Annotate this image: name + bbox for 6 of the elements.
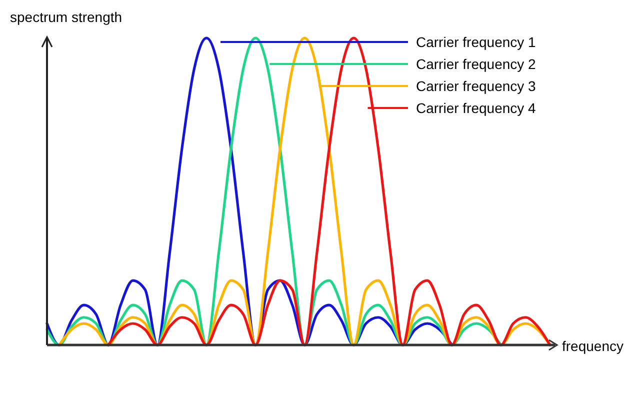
legend-label: Carrier frequency 1 [416,34,536,50]
legend-label: Carrier frequency 3 [416,78,536,94]
y-axis-title: spectrum strength [10,9,122,25]
x-axis-title: frequency [562,338,624,354]
legend-label: Carrier frequency 2 [416,56,536,72]
legend-label: Carrier frequency 4 [416,100,536,116]
